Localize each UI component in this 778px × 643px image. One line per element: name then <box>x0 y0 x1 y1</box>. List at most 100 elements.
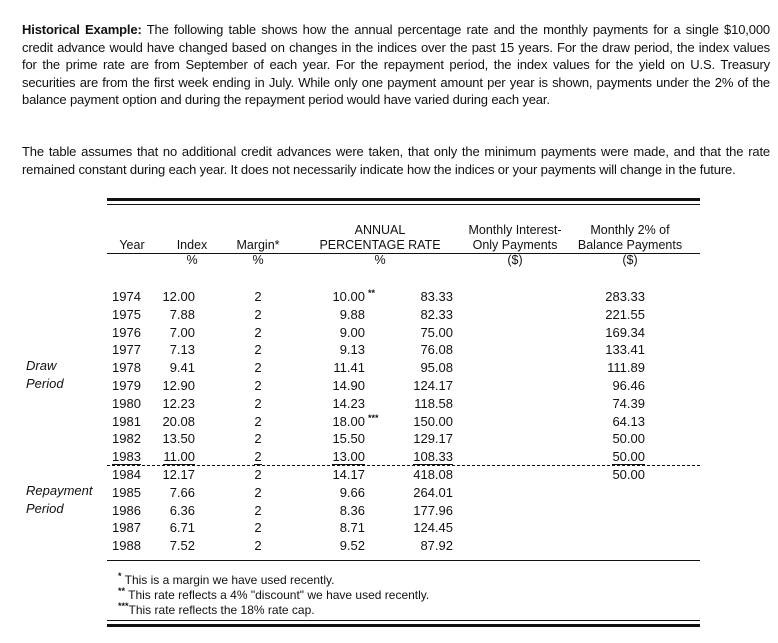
repayment-period-label: Repayment Period <box>26 482 92 518</box>
cell-margin: 2 <box>238 485 278 501</box>
year-value: 1974 <box>112 289 141 304</box>
cell-margin: 2 <box>238 289 278 305</box>
cell-interest: 418.08 <box>390 467 453 483</box>
cell-margin: 2 <box>238 414 278 430</box>
footnote: ** This rate reflects a 4% "discount" we… <box>118 584 429 603</box>
cell-index: 12.90 <box>150 378 195 394</box>
footnote-mark: * <box>118 571 122 581</box>
cell-year: 1978 <box>112 360 152 376</box>
cell-balance: 96.46 <box>570 378 645 394</box>
cell-apr: 9.88 <box>300 307 365 323</box>
balance-value: 221.55 <box>605 306 645 322</box>
table-top-rule <box>107 198 700 201</box>
margin-value: 2 <box>254 395 262 411</box>
apr-value: 15.50 <box>332 431 365 447</box>
index-value: 6.36 <box>169 502 195 518</box>
apr-value: 13.00 <box>332 449 365 466</box>
balance-value: 283.33 <box>605 289 645 304</box>
cell-margin: 2 <box>238 467 278 483</box>
apr-value: 9.13 <box>339 342 365 358</box>
cell-interest: 264.01 <box>390 485 453 501</box>
header-apr-line2: PERCENTAGE RATE <box>319 238 441 252</box>
cell-balance: 50.00 <box>570 449 645 466</box>
cell-apr: 8.36 <box>300 503 365 519</box>
cell-margin: 2 <box>238 449 278 466</box>
draw-period-line2: Period <box>26 375 64 391</box>
footnote: * This is a margin we have used recently… <box>118 569 335 588</box>
cell-year: 1974 <box>112 289 152 305</box>
balance-value: 169.34 <box>605 324 645 340</box>
historical-example-paragraph: Historical Example: The following table … <box>22 21 770 109</box>
year-value: 1976 <box>112 324 141 340</box>
year-value: 1975 <box>112 306 141 322</box>
cell-year: 1986 <box>112 503 152 519</box>
cell-interest: 95.08 <box>390 360 453 376</box>
cell-interest: 82.33 <box>390 307 453 323</box>
interest-value: 150.00 <box>413 413 453 429</box>
margin-value: 2 <box>254 289 262 304</box>
cell-margin: 2 <box>238 396 278 412</box>
cell-balance: 133.41 <box>570 342 645 358</box>
cell-apr: 13.00 <box>300 449 365 466</box>
cell-apr: 9.00 <box>300 325 365 341</box>
header-margin-unit: % <box>252 253 264 267</box>
cell-apr: 9.66 <box>300 485 365 501</box>
interest-value: 264.01 <box>413 484 453 500</box>
cell-balance: 169.34 <box>570 325 645 341</box>
margin-value: 2 <box>254 431 262 447</box>
index-value: 7.52 <box>169 538 195 554</box>
historical-example-text: The following table shows how the annual… <box>22 22 771 107</box>
balance-value: 50.00 <box>612 467 645 482</box>
cell-year: 1980 <box>112 396 152 412</box>
interest-value: 129.17 <box>413 431 453 447</box>
margin-value: 2 <box>254 449 262 466</box>
margin-value: 2 <box>254 360 262 376</box>
cell-index: 7.88 <box>150 307 195 323</box>
cell-apr: 14.90 <box>300 378 365 394</box>
cell-year: 1984 <box>112 467 152 483</box>
interest-value: 87.92 <box>420 538 453 554</box>
balance-value: 74.39 <box>612 395 645 411</box>
footnote-text: This rate reflects a 4% "discount" we ha… <box>125 588 430 602</box>
cell-interest: 83.33 <box>390 289 453 305</box>
footnote: ***This rate reflects the 18% rate cap. <box>118 599 315 618</box>
table-top-rule-thin <box>107 204 700 205</box>
period-divider <box>107 465 700 466</box>
cell-index: 7.13 <box>150 342 195 358</box>
cell-interest: 118.58 <box>390 396 453 412</box>
cell-interest: 87.92 <box>390 538 453 554</box>
apr-value: 9.52 <box>339 538 365 554</box>
index-value: 7.66 <box>169 484 195 500</box>
apr-value: 8.71 <box>339 520 365 536</box>
header-index-unit: % <box>186 253 198 267</box>
assumption-paragraph: The table assumes that no additional cre… <box>22 144 770 177</box>
cell-interest: 76.08 <box>390 342 453 358</box>
interest-value: 124.45 <box>413 520 453 536</box>
year-value: 1987 <box>112 520 141 536</box>
margin-value: 2 <box>254 342 262 358</box>
header-balance-line1: Monthly 2% of <box>590 223 670 237</box>
year-value: 1980 <box>112 395 141 411</box>
cell-index: 6.36 <box>150 503 195 519</box>
balance-value: 64.13 <box>612 413 645 429</box>
cell-margin: 2 <box>238 360 278 376</box>
cell-margin: 2 <box>238 520 278 536</box>
cell-index: 20.08 <box>150 414 195 430</box>
apr-value: 9.66 <box>339 484 365 500</box>
cell-index: 6.71 <box>150 520 195 536</box>
cell-year: 1988 <box>112 538 152 554</box>
index-value: 9.41 <box>169 360 195 376</box>
cell-index: 12.00 <box>150 289 195 305</box>
cell-year: 1983 <box>112 449 152 466</box>
header-year: Year <box>119 238 145 252</box>
apr-value: 14.17 <box>332 467 365 482</box>
margin-value: 2 <box>254 484 262 500</box>
margin-value: 2 <box>254 378 262 393</box>
interest-value: 75.00 <box>420 324 453 340</box>
cell-margin: 2 <box>238 307 278 323</box>
year-value: 1986 <box>112 502 141 518</box>
apr-value: 14.23 <box>332 395 365 411</box>
cell-apr: 18.00 *** <box>300 413 378 430</box>
cell-year: 1977 <box>112 342 152 358</box>
index-value: 13.50 <box>162 431 195 447</box>
